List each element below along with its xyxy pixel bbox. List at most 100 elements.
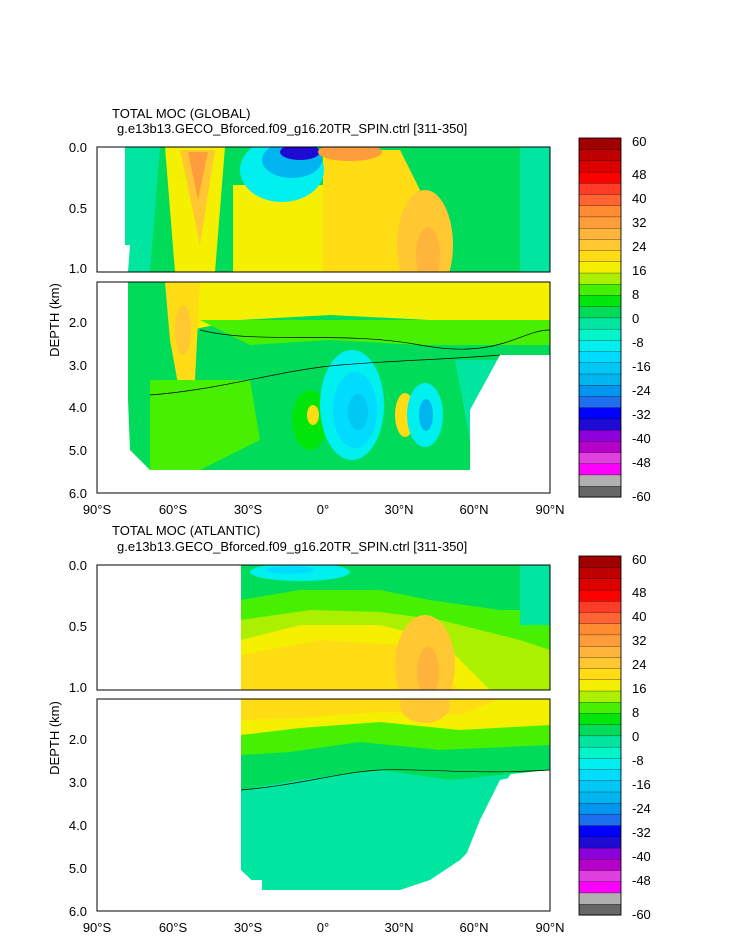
global-north-cell-core [416, 227, 440, 272]
global-upper-frame [96, 146, 551, 273]
atlantic-x-axis: 90°S 60°S 30°S 0° 30°N 60°N 90°N [83, 920, 565, 935]
global-deep-east-white [470, 355, 550, 470]
global-south-cell-core [188, 152, 208, 200]
global-negative-cell-core [280, 147, 320, 160]
global-colorbar-frame [578, 137, 622, 498]
global-xtick-6: 90°N [535, 502, 564, 517]
atlantic-lower-frame [96, 698, 551, 912]
global-subtitle: g.e13b13.GECO_Bforced.f09_g16.20TR_SPIN.… [117, 121, 467, 136]
global-cbar-label-10: -24 [632, 383, 651, 398]
atlantic-colorbar-frame [578, 555, 622, 916]
global-ytick-5: 4.0 [69, 400, 87, 415]
atlantic-colorbar-swatch [578, 668, 622, 680]
global-colorbar-swatch [578, 238, 622, 251]
atlantic-upper-field [241, 565, 550, 690]
atlantic-colorbar-swatch [578, 757, 622, 770]
global-colorbar-swatch [578, 272, 622, 285]
global-cbar-label-3: 32 [632, 215, 646, 230]
global-ytick-4: 3.0 [69, 358, 87, 373]
global-cbar-label-9: -16 [632, 359, 651, 374]
atlantic-xtick-4: 30°N [384, 920, 413, 935]
atlantic-cbar-label-13: -48 [632, 873, 651, 888]
global-ytick-1: 0.5 [69, 201, 87, 216]
atlantic-colorbar-swatch [578, 589, 622, 602]
atlantic-xtick-1: 60°S [159, 920, 188, 935]
atlantic-colorbar-swatch [578, 769, 622, 781]
global-cbar-label-13: -48 [632, 455, 651, 470]
global-colorbar-swatch [578, 440, 622, 453]
global-cbar-label-5: 16 [632, 263, 646, 278]
global-lower-yellow [175, 282, 550, 330]
global-xtick-2: 30°S [234, 502, 263, 517]
global-colorbar-swatch [578, 351, 622, 363]
global-surface-positive-cell [318, 147, 382, 161]
global-cbar-label-14: -60 [632, 489, 651, 504]
global-colorbar-swatch [578, 294, 622, 307]
global-colorbar-swatch [578, 384, 622, 397]
atlantic-cbar-label-5: 16 [632, 681, 646, 696]
atlantic-cbar-label-8: -8 [632, 753, 644, 768]
global-xtick-4: 30°N [384, 502, 413, 517]
global-deep-south-core [175, 305, 191, 355]
atlantic-ytick-2: 1.0 [69, 680, 87, 695]
global-lower-lime [200, 320, 550, 345]
global-southern-teal [125, 147, 160, 272]
atlantic-ytick-6: 5.0 [69, 861, 87, 876]
atlantic-colorbar-swatch [578, 555, 622, 568]
global-colorbar-swatch [578, 261, 622, 274]
atlantic-deep-south-white [241, 880, 262, 890]
atlantic-ytick-5: 4.0 [69, 818, 87, 833]
global-colorbar-swatch [578, 339, 622, 352]
atlantic-panel: TOTAL MOC (ATLANTIC) g.e13b13.GECO_Bforc… [47, 523, 651, 935]
global-ytick-6: 5.0 [69, 443, 87, 458]
atlantic-colorbar-swatch [578, 701, 622, 714]
global-deep-west-white [97, 282, 128, 470]
atlantic-colorbar-swatch [578, 869, 622, 882]
atlantic-bottom-white [241, 890, 550, 911]
global-ytick-0: 0.0 [69, 140, 87, 155]
atlantic-colorbar-swatch [578, 690, 622, 703]
global-lower-field [97, 282, 550, 493]
atlantic-xtick-5: 60°N [459, 920, 488, 935]
atlantic-colorbar-swatch [578, 746, 622, 759]
global-cbar-label-4: 24 [632, 239, 646, 254]
global-cbar-label-11: -32 [632, 407, 651, 422]
global-north-deep-cell-core [419, 399, 433, 431]
global-upper-field [97, 147, 550, 272]
atlantic-colorbar [578, 555, 622, 916]
atlantic-title: TOTAL MOC (ATLANTIC) [112, 523, 260, 538]
atlantic-cbar-label-11: -32 [632, 825, 651, 840]
atlantic-colorbar-swatch [578, 600, 622, 613]
global-lower-frame [96, 281, 551, 494]
global-colorbar [578, 137, 622, 498]
atlantic-upper-frame [96, 564, 551, 691]
atlantic-deep-east-white [460, 770, 550, 911]
atlantic-north-cell-core [417, 647, 439, 690]
global-colorbar-swatch [578, 306, 622, 319]
atlantic-deep-contour [240, 769, 550, 791]
global-deep-contour-a [199, 329, 550, 350]
global-colorbar-swatch [578, 395, 622, 408]
atlantic-colorbar-swatch [578, 802, 622, 815]
global-deep-west-cell-core [307, 405, 319, 425]
atlantic-colorbar-swatch [578, 567, 622, 579]
global-ylabel: DEPTH (km) [47, 283, 62, 357]
global-colorbar-swatch [578, 137, 622, 150]
global-aabw-cell-core [348, 394, 368, 430]
atlantic-cbar-label-3: 32 [632, 633, 646, 648]
global-cbar-label-0: 60 [632, 134, 646, 149]
global-cbar-label-8: -8 [632, 335, 644, 350]
atlantic-cbar-label-0: 60 [632, 552, 646, 567]
global-colorbar-swatch [578, 227, 622, 240]
global-xtick-5: 60°N [459, 502, 488, 517]
atlantic-ytick-4: 3.0 [69, 775, 87, 790]
atlantic-xtick-6: 90°N [535, 920, 564, 935]
global-cbar-label-12: -40 [632, 431, 651, 446]
atlantic-colorbar-swatch [578, 903, 622, 916]
global-colorbar-swatch [578, 317, 622, 330]
atlantic-colorbar-swatch [578, 634, 622, 647]
global-cbar-label-7: 0 [632, 311, 639, 326]
atlantic-cbar-label-12: -40 [632, 849, 651, 864]
global-colorbar-swatch [578, 160, 622, 173]
